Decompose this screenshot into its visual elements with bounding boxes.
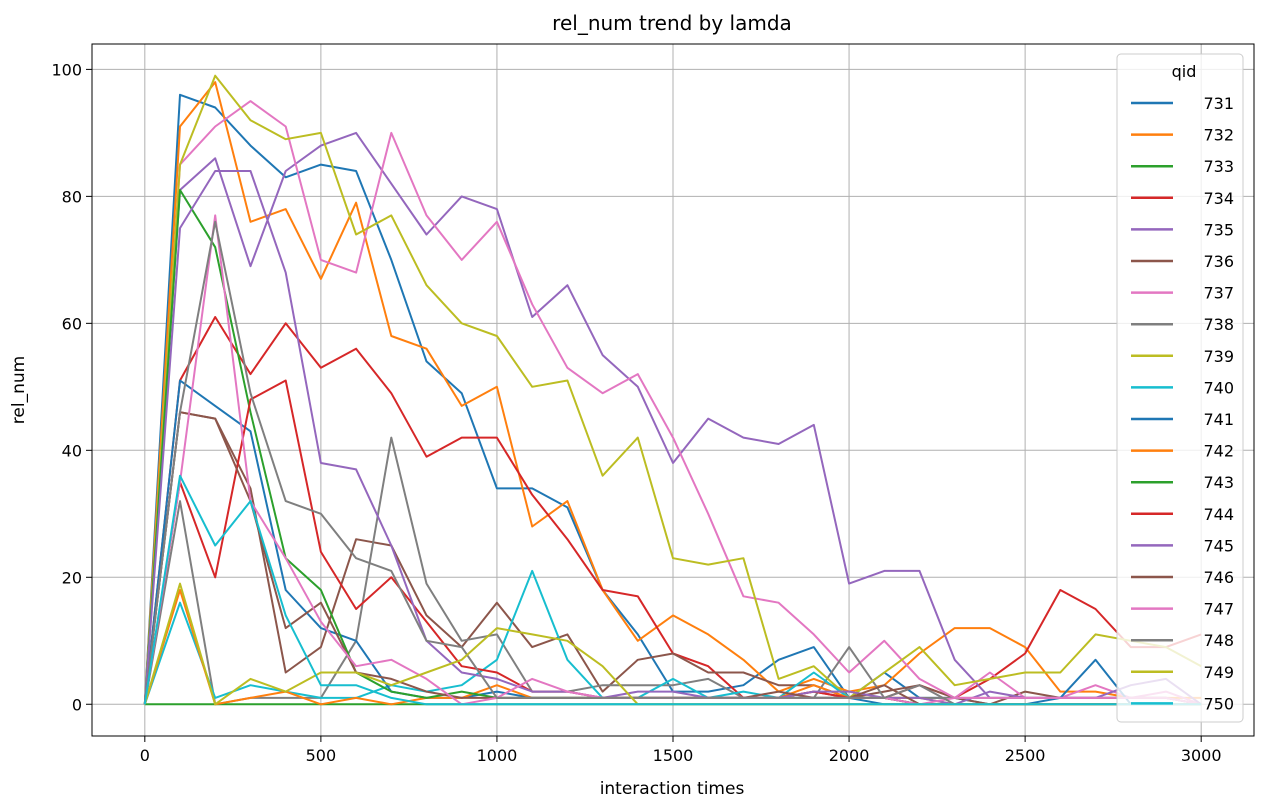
series-line-736 — [143, 411, 1202, 706]
y-axis-label: rel_num — [9, 356, 29, 424]
x-tick-label: 2500 — [1005, 746, 1046, 765]
legend-label-738: 738 — [1203, 315, 1234, 334]
legend-label-734: 734 — [1203, 189, 1234, 208]
y-tick-label: 100 — [51, 60, 82, 79]
x-tick-label: 500 — [306, 746, 337, 765]
axis-ticks: 0 500 1000 1500 2000 2500 3000 0 20 40 60 80 100 — [51, 60, 1221, 765]
legend-label-740: 740 — [1203, 378, 1234, 397]
legend-label-743: 743 — [1203, 473, 1234, 492]
y-tick-label: 40 — [62, 441, 82, 460]
legend-label-731: 731 — [1203, 94, 1234, 113]
legend-label-737: 737 — [1203, 284, 1234, 303]
series-line-739 — [143, 74, 1202, 705]
y-tick-label: 60 — [62, 314, 82, 333]
legend-label-732: 732 — [1203, 126, 1234, 145]
legend-label-744: 744 — [1203, 505, 1234, 524]
legend: qid 731 732 733 734 735 736 737 738 739 740 741 742… — [1116, 53, 1244, 723]
chart-title: rel_num trend by lamda — [552, 11, 792, 35]
legend-label-736: 736 — [1203, 252, 1234, 271]
y-tick-label: 0 — [72, 695, 82, 714]
legend-label-747: 747 — [1203, 600, 1234, 619]
legend-label-749: 749 — [1203, 663, 1234, 682]
x-tick-label: 0 — [140, 746, 150, 765]
series-lines — [143, 74, 1202, 706]
y-tick-label: 20 — [62, 568, 82, 587]
legend-label-745: 745 — [1203, 536, 1234, 555]
series-line-750 — [143, 474, 1202, 706]
y-tick-label: 80 — [62, 187, 82, 206]
x-tick-label: 1500 — [653, 746, 694, 765]
legend-label-748: 748 — [1203, 631, 1234, 650]
legend-label-746: 746 — [1203, 568, 1234, 587]
legend-label-742: 742 — [1203, 442, 1234, 461]
legend-label-733: 733 — [1203, 157, 1234, 176]
x-axis-label: interaction times — [600, 779, 745, 799]
legend-label-741: 741 — [1203, 410, 1234, 429]
x-tick-label: 1000 — [477, 746, 518, 765]
legend-label-750: 750 — [1203, 694, 1234, 713]
legend-box — [1116, 53, 1244, 723]
legend-label-735: 735 — [1203, 220, 1234, 239]
series-line-732 — [143, 81, 1202, 705]
x-tick-label: 2000 — [829, 746, 870, 765]
x-tick-label: 3000 — [1181, 746, 1222, 765]
legend-label-739: 739 — [1203, 347, 1234, 366]
legend-title: qid — [1172, 62, 1197, 81]
